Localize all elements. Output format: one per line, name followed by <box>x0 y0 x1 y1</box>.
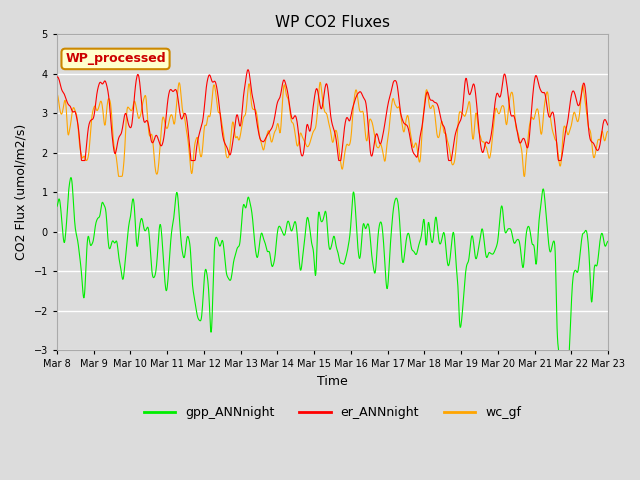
Title: WP CO2 Fluxes: WP CO2 Fluxes <box>275 15 390 30</box>
Legend: gpp_ANNnight, er_ANNnight, wc_gf: gpp_ANNnight, er_ANNnight, wc_gf <box>139 401 526 424</box>
X-axis label: Time: Time <box>317 375 348 388</box>
Text: WP_processed: WP_processed <box>65 52 166 65</box>
Y-axis label: CO2 Flux (umol/m2/s): CO2 Flux (umol/m2/s) <box>15 124 28 260</box>
